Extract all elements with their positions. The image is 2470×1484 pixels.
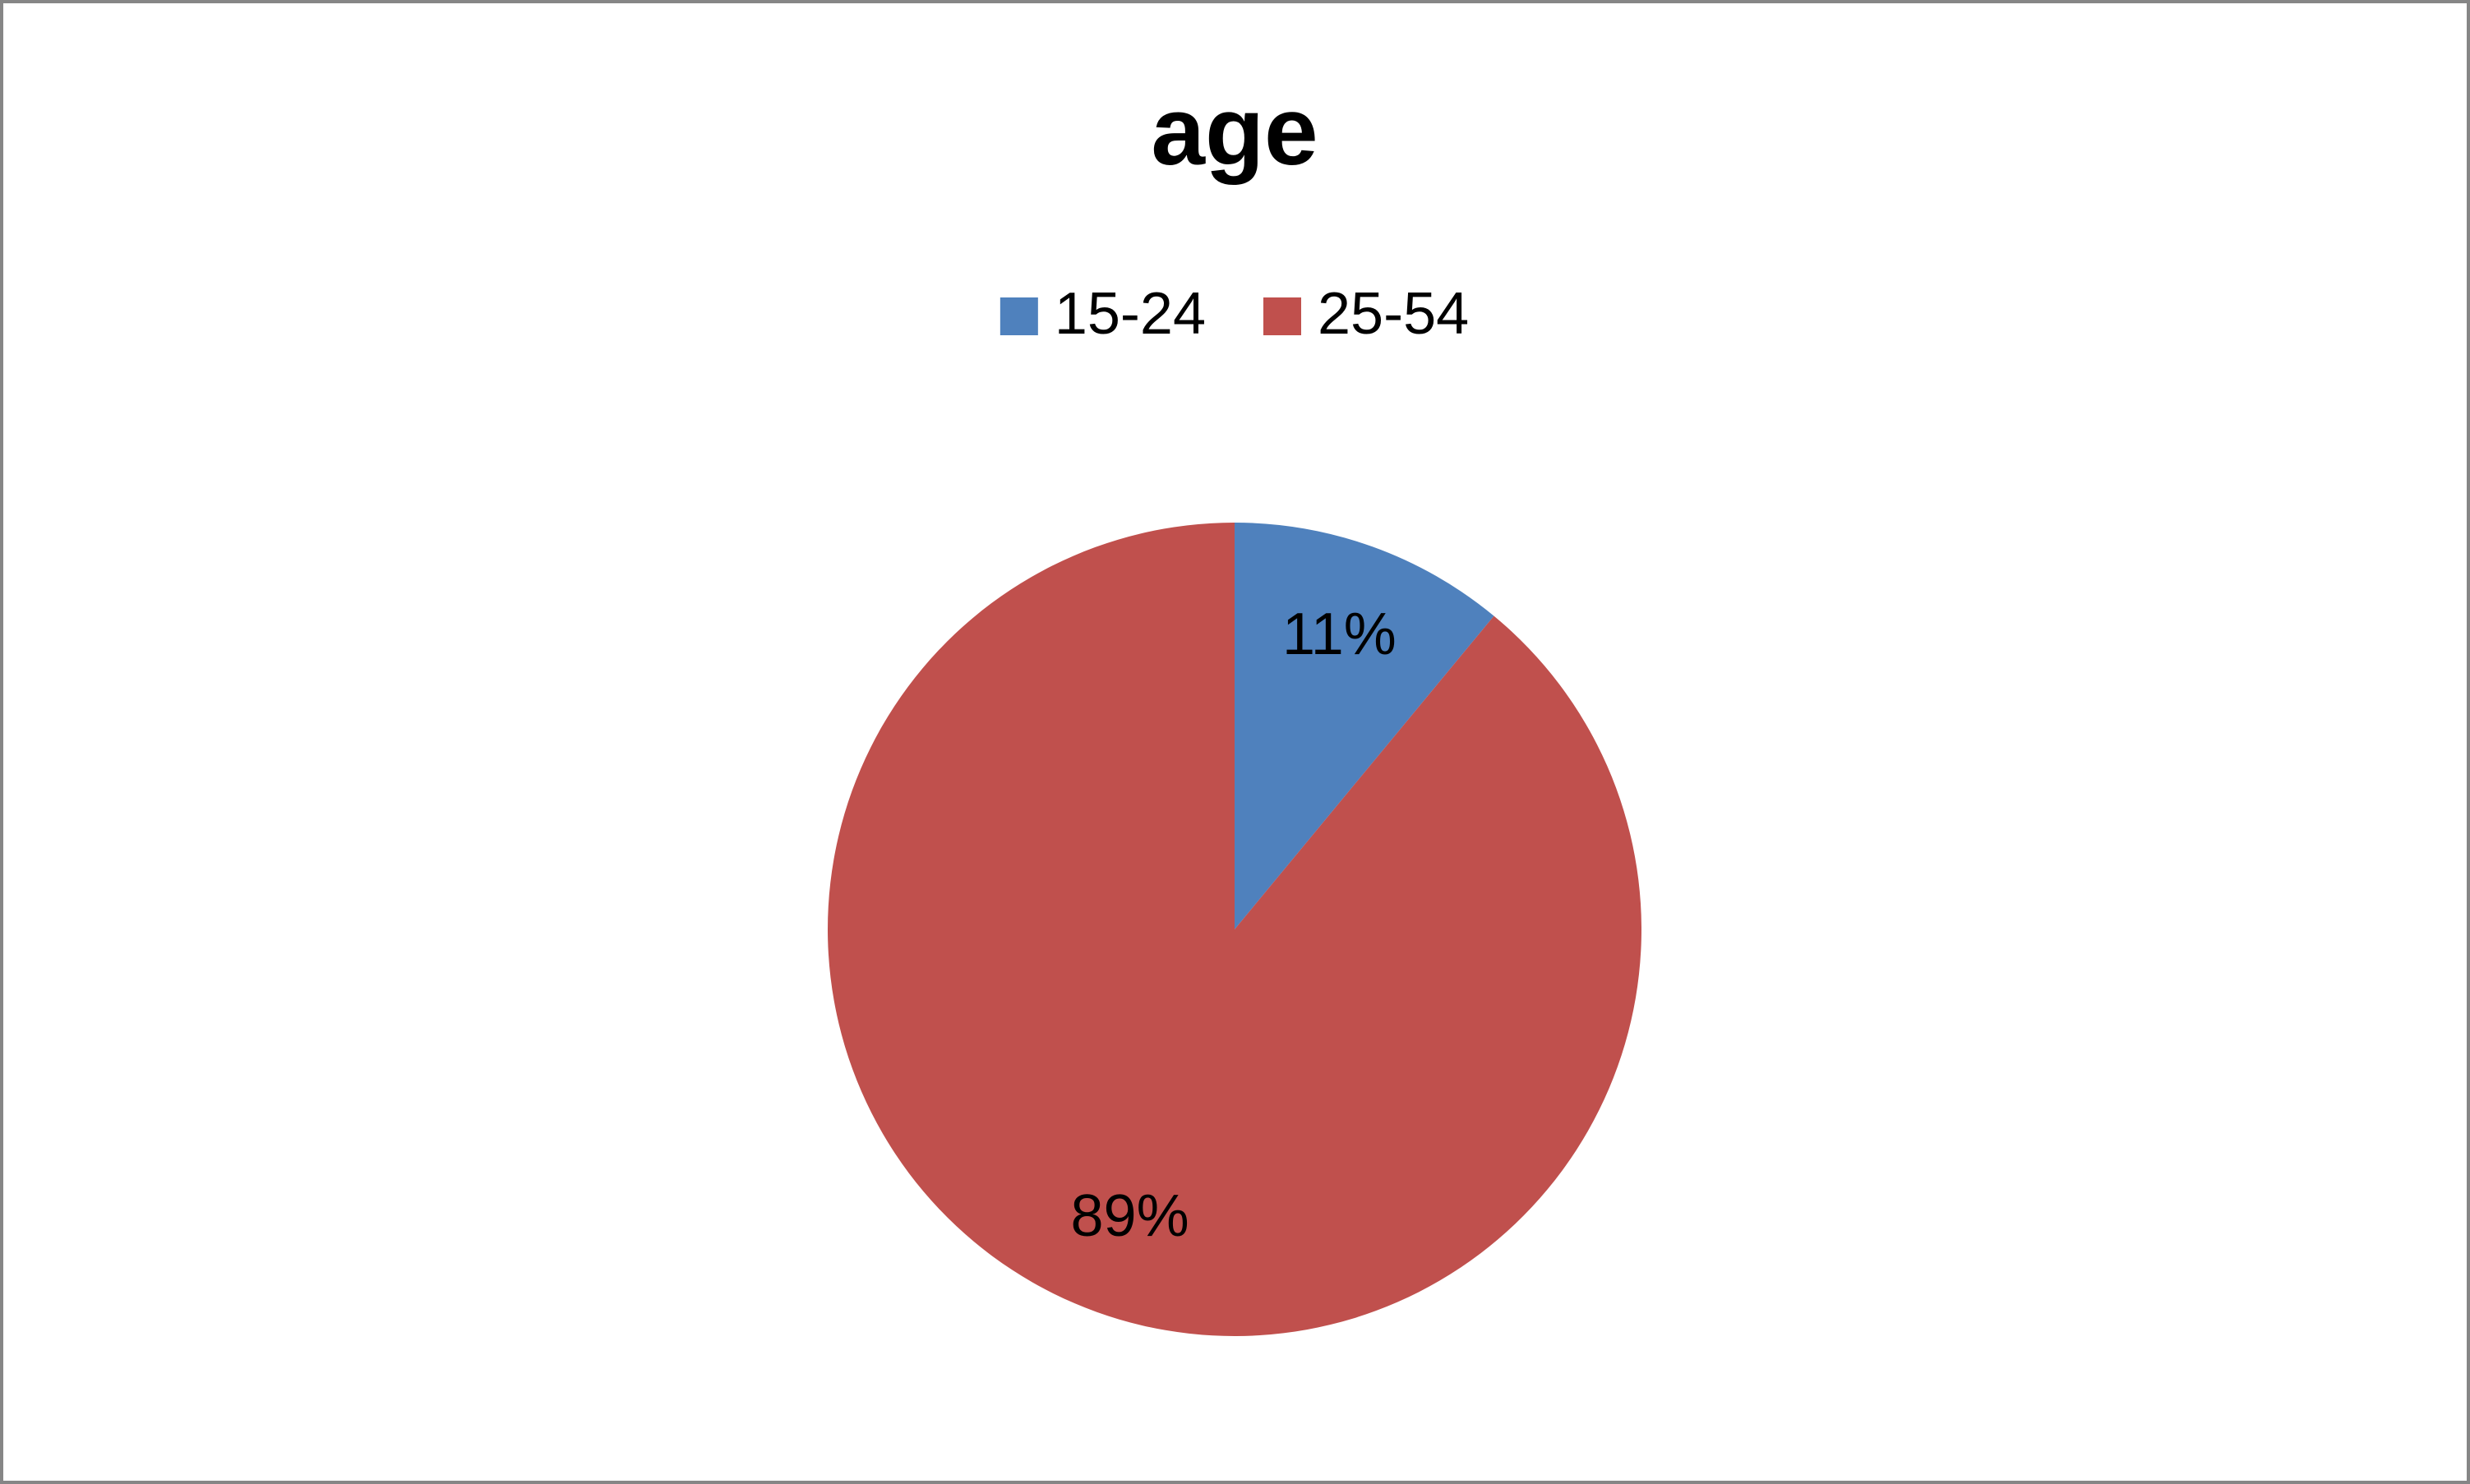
legend-swatch xyxy=(1000,297,1038,335)
data-label: 11% xyxy=(1282,601,1397,667)
legend-swatch xyxy=(1263,297,1301,335)
legend: 15-24 25-54 xyxy=(1000,281,1469,347)
pie-slice xyxy=(1235,523,1494,929)
legend-label: 25-54 xyxy=(1318,281,1469,347)
chart-title: age xyxy=(1151,77,1318,186)
legend-label: 15-24 xyxy=(1055,281,1206,347)
pie-slice xyxy=(828,523,1642,1337)
data-label: 89% xyxy=(1071,1183,1189,1249)
